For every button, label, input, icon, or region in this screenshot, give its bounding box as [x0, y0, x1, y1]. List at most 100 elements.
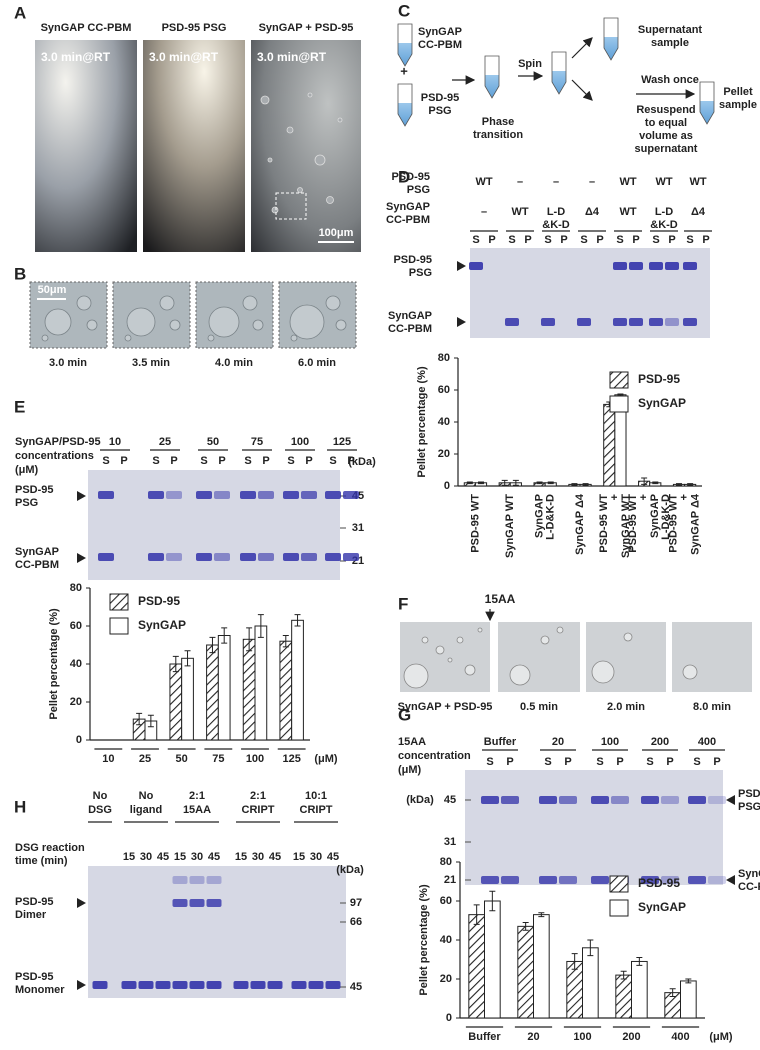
label: S — [200, 455, 207, 467]
error-bar — [636, 957, 643, 966]
label: 31 — [444, 836, 456, 848]
label: 45 — [327, 851, 339, 863]
label: 50μm — [38, 284, 67, 296]
error-bar — [571, 483, 578, 486]
label: to equal — [645, 117, 687, 129]
panel-label: H — [14, 797, 26, 816]
label: 30 — [310, 851, 322, 863]
label: P — [262, 455, 269, 467]
droplet — [307, 92, 313, 98]
bar — [680, 980, 697, 1019]
label: PSD-95 — [421, 92, 460, 104]
label: S — [596, 756, 603, 768]
legend-label: SynGAP — [638, 396, 686, 410]
gel-band — [481, 796, 499, 804]
x-tick-label: 75 — [212, 753, 224, 765]
droplet — [456, 636, 464, 644]
error-bar — [282, 635, 289, 648]
gel-band — [189, 899, 205, 907]
label: CC-PBM — [738, 881, 760, 893]
gel-band — [291, 981, 307, 989]
label: 400 — [698, 736, 716, 748]
legend-label: PSD-95 — [638, 876, 680, 890]
gel-band — [591, 796, 609, 804]
x-tick-label: SynGAP Δ4 — [689, 493, 701, 555]
gel-band — [325, 553, 341, 561]
label: WT — [511, 206, 528, 218]
droplet — [447, 657, 453, 663]
x-tick-label: 50 — [176, 753, 188, 765]
gel-band — [206, 981, 222, 989]
droplet — [682, 664, 698, 680]
droplet — [76, 295, 92, 311]
y-tick-label: 20 — [440, 973, 452, 985]
error-bar — [538, 912, 545, 918]
pointer — [457, 261, 466, 271]
x-tick-label: SynGAP Δ4 — [574, 493, 586, 555]
label: PSD-95 — [738, 788, 760, 800]
droplet — [540, 635, 550, 645]
label: 30 — [140, 851, 152, 863]
label: 75 — [251, 436, 263, 448]
label: 10 — [109, 436, 121, 448]
error-bar — [652, 481, 659, 485]
x-tick-label: SynGAP WT — [504, 494, 516, 558]
gel — [465, 770, 723, 885]
pointer — [77, 491, 86, 501]
label: 15AA — [398, 736, 426, 748]
gel-band — [613, 318, 627, 326]
label: time (min) — [15, 855, 68, 867]
label: &K-D — [650, 219, 678, 231]
error-bar — [536, 481, 543, 485]
y-tick-label: 40 — [438, 416, 450, 428]
label: 21 — [444, 874, 456, 886]
x-tick-label: 10 — [102, 753, 114, 765]
y-axis-label: Pellet percentage (%) — [418, 884, 430, 996]
label: 200 — [651, 736, 669, 748]
y-tick-label: 0 — [446, 1012, 452, 1024]
gel-band — [172, 899, 188, 907]
arrow — [571, 79, 593, 101]
gel-band — [661, 876, 679, 884]
tube — [603, 17, 619, 61]
droplet — [169, 319, 181, 331]
gel-band — [649, 262, 663, 270]
label: S — [486, 756, 493, 768]
micrograph — [251, 40, 361, 252]
label: transition — [473, 129, 523, 141]
panel-label: G — [398, 705, 411, 724]
gel-band — [240, 553, 256, 561]
gel-band — [172, 981, 188, 989]
y-tick-label: 60 — [440, 895, 452, 907]
error-bar — [147, 714, 154, 728]
bar — [291, 619, 304, 741]
x-tick-label: PSD-95 WT — [667, 494, 679, 553]
label: CC-PBM — [15, 559, 59, 571]
x-tick-label: 20 — [527, 1031, 539, 1043]
bar — [279, 640, 293, 741]
gel-band — [308, 981, 324, 989]
x-tick-label: SynGAP — [649, 494, 661, 538]
panel-label: B — [14, 264, 26, 283]
label: – — [553, 176, 559, 188]
gel-band — [172, 876, 188, 884]
label: S — [616, 234, 623, 246]
gel-band — [688, 876, 706, 884]
gel-band — [258, 491, 274, 499]
tube — [484, 55, 500, 99]
bar — [631, 960, 648, 1019]
label: &K-D — [542, 219, 570, 231]
tube — [551, 51, 567, 95]
gel-band — [166, 491, 182, 499]
label: SynGAP CC-PBM — [41, 22, 132, 34]
gel-band — [501, 796, 519, 804]
gel-band — [166, 553, 182, 561]
label: S — [472, 234, 479, 246]
label: L-D — [655, 206, 673, 218]
label: 100 — [601, 736, 619, 748]
label: 15 — [174, 851, 186, 863]
label: (kDa) — [406, 794, 434, 806]
micrograph — [35, 40, 137, 252]
x-tick-label: L-D&K-D — [660, 494, 672, 540]
